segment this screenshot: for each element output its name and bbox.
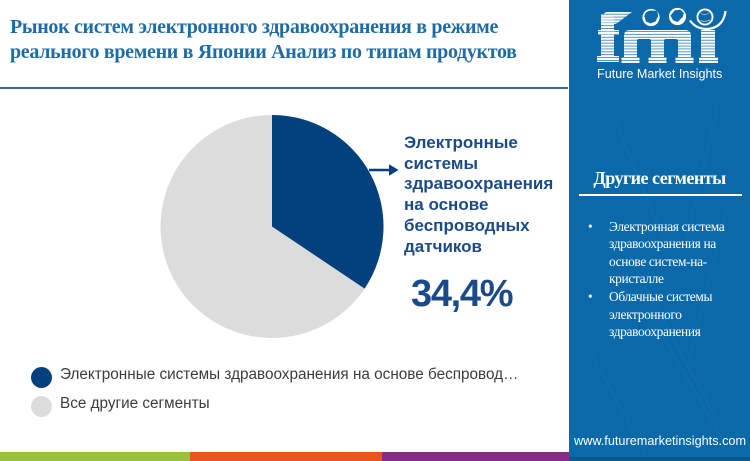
svg-text:Future Market Insights: Future Market Insights	[597, 67, 722, 81]
